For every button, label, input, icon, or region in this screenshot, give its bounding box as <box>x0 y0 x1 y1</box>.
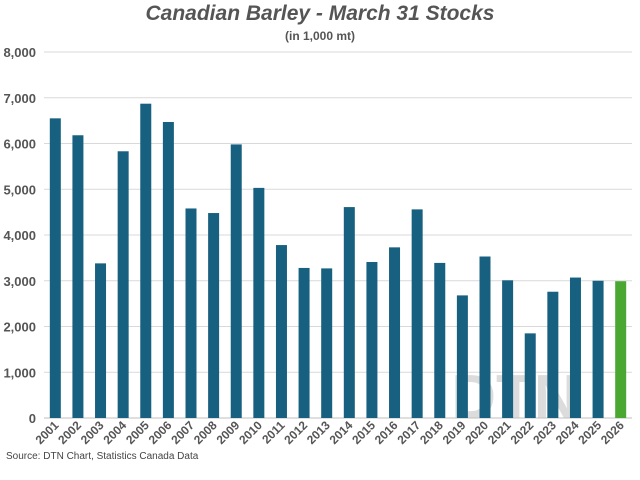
y-tick-label: 1,000 <box>3 365 36 380</box>
x-tick-label: 2001 <box>33 418 62 447</box>
bar <box>479 256 491 418</box>
bar <box>502 280 514 418</box>
x-tick-label: 2026 <box>598 418 627 447</box>
x-tick-label: 2010 <box>236 418 265 447</box>
y-tick-label: 4,000 <box>3 228 36 243</box>
bar <box>592 280 604 418</box>
y-tick-label: 0 <box>29 411 36 426</box>
y-tick-label: 8,000 <box>3 45 36 60</box>
y-tick-label: 3,000 <box>3 274 36 289</box>
bar <box>95 263 107 418</box>
y-tick-label: 7,000 <box>3 91 36 106</box>
chart-subtitle: (in 1,000 mt) <box>284 29 356 43</box>
bar <box>230 144 242 419</box>
y-tick-label: 2,000 <box>3 320 36 335</box>
x-tick-label: 2007 <box>168 418 197 447</box>
x-tick-label: 2003 <box>78 418 107 447</box>
dtn-watermark-logo: DTN <box>451 363 578 432</box>
x-tick-label: 2012 <box>281 418 310 447</box>
x-tick-label: 2011 <box>259 418 288 447</box>
x-tick-label: 2006 <box>146 418 175 447</box>
bar <box>49 118 61 419</box>
bar <box>162 121 174 418</box>
x-tick-label: 2018 <box>417 418 446 447</box>
bar <box>275 245 287 418</box>
source-note: Source: DTN Chart, Statistics Canada Dat… <box>6 451 199 462</box>
x-tick-label: 2025 <box>575 418 604 447</box>
bar <box>72 135 84 418</box>
x-tick-label: 2015 <box>349 418 378 447</box>
bar <box>253 187 265 418</box>
x-tick-label: 2014 <box>327 418 356 447</box>
x-tick-label: 2016 <box>372 418 401 447</box>
bar <box>524 333 536 418</box>
bar <box>343 207 355 418</box>
y-tick-label: 6,000 <box>3 137 36 152</box>
y-tick-label: 5,000 <box>3 182 36 197</box>
x-tick-label: 2002 <box>55 418 84 447</box>
bar <box>140 103 152 418</box>
bar <box>411 209 423 418</box>
bar <box>298 267 310 418</box>
x-tick-label: 2017 <box>394 418 423 447</box>
bar <box>456 295 468 418</box>
x-tick-label: 2004 <box>100 418 129 447</box>
bar <box>366 261 378 418</box>
x-tick-label: 2008 <box>191 418 220 447</box>
bar <box>569 277 581 418</box>
bar <box>547 291 559 418</box>
bar <box>434 262 446 418</box>
x-tick-label: 2013 <box>304 418 333 447</box>
bar <box>321 268 333 418</box>
bar <box>208 213 220 418</box>
x-tick-label: 2005 <box>123 418 152 447</box>
x-tick-label: 2009 <box>214 418 243 447</box>
chart-title: Canadian Barley - March 31 Stocks <box>145 2 495 25</box>
bar <box>615 281 627 418</box>
bar <box>117 151 129 418</box>
bar <box>185 208 197 418</box>
bar <box>389 247 401 418</box>
